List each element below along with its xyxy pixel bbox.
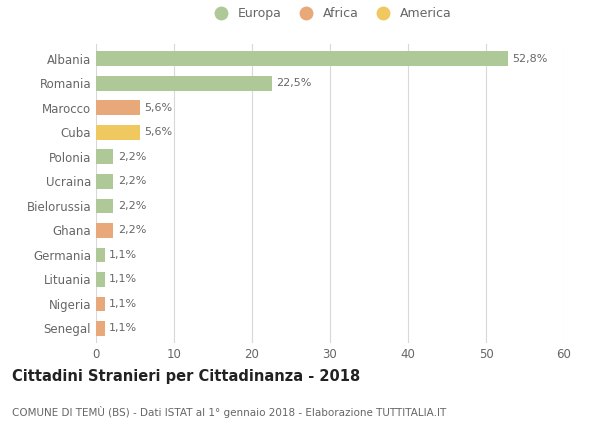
Text: 5,6%: 5,6% <box>145 103 172 113</box>
Text: 2,2%: 2,2% <box>118 225 146 235</box>
Bar <box>96 100 140 115</box>
Text: 22,5%: 22,5% <box>276 78 311 88</box>
Bar <box>96 223 113 238</box>
Text: 5,6%: 5,6% <box>145 127 172 137</box>
Text: Cittadini Stranieri per Cittadinanza - 2018: Cittadini Stranieri per Cittadinanza - 2… <box>12 369 360 384</box>
Text: COMUNE DI TEMÙ (BS) - Dati ISTAT al 1° gennaio 2018 - Elaborazione TUTTITALIA.IT: COMUNE DI TEMÙ (BS) - Dati ISTAT al 1° g… <box>12 406 446 418</box>
Bar <box>96 198 113 213</box>
Text: 1,1%: 1,1% <box>109 275 137 284</box>
Bar <box>96 248 104 262</box>
Bar <box>96 297 104 312</box>
Bar <box>96 125 140 139</box>
Text: 1,1%: 1,1% <box>109 323 137 334</box>
Text: 2,2%: 2,2% <box>118 201 146 211</box>
Bar <box>96 51 508 66</box>
Bar <box>96 321 104 336</box>
Bar <box>96 272 104 287</box>
Legend: Europa, Africa, America: Europa, Africa, America <box>203 2 457 26</box>
Text: 2,2%: 2,2% <box>118 152 146 162</box>
Text: 1,1%: 1,1% <box>109 299 137 309</box>
Bar <box>96 76 271 91</box>
Text: 2,2%: 2,2% <box>118 176 146 186</box>
Text: 52,8%: 52,8% <box>512 54 548 64</box>
Text: 1,1%: 1,1% <box>109 250 137 260</box>
Bar <box>96 150 113 164</box>
Bar <box>96 174 113 189</box>
